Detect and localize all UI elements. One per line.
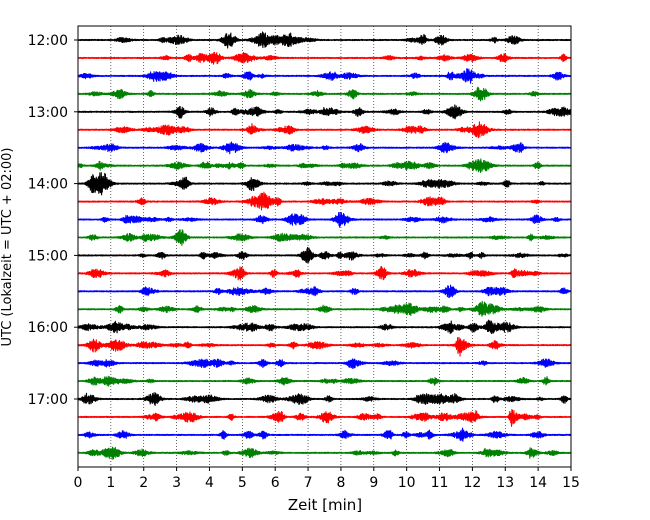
- trace-line: [77, 284, 572, 299]
- x-tick-label: 9: [369, 475, 378, 491]
- trace-line: [77, 358, 572, 369]
- y-tick-label: 13:00: [28, 105, 68, 121]
- x-tick-label: 3: [172, 475, 181, 491]
- x-tick-label: 4: [205, 475, 214, 491]
- trace-line: [77, 336, 572, 357]
- y-axis-ticks: 12:00 13:00 14:00 15:00 16:00 17:00: [28, 33, 78, 408]
- trace-line: [77, 375, 572, 387]
- x-tick-label: 13: [496, 475, 514, 491]
- trace-line: [77, 141, 572, 155]
- x-tick-label: 11: [431, 475, 449, 491]
- trace-line: [77, 104, 572, 120]
- x-axis-ticks: 0 1 2 3 4 5 6 7 8 9 10 11 12 13 14 15: [74, 467, 580, 491]
- trace-line: [77, 86, 572, 102]
- plot-frame: [77, 25, 572, 468]
- trace-line: [77, 446, 572, 460]
- trace-line: [77, 300, 572, 317]
- y-tick-label: 15:00: [28, 248, 68, 264]
- trace-line: [77, 427, 572, 442]
- y-tick-label: 14:00: [28, 177, 68, 193]
- trace-line: [77, 68, 572, 84]
- trace-line: [77, 265, 572, 281]
- y-tick-label: 12:00: [28, 33, 68, 49]
- x-tick-label: 7: [304, 475, 313, 491]
- trace-line: [77, 229, 572, 247]
- y-axis-label: UTC (Lokalzeit = UTC + 02:00): [0, 148, 15, 347]
- x-tick-label: 0: [74, 475, 83, 491]
- x-tick-label: 15: [562, 475, 580, 491]
- trace-line: [77, 392, 572, 407]
- trace-line: [77, 51, 572, 65]
- x-tick-label: 8: [336, 475, 345, 491]
- trace-line: [77, 408, 572, 427]
- seismogram-traces: [77, 31, 572, 460]
- trace-line: [77, 246, 572, 264]
- trace-line: [77, 211, 572, 228]
- trace-line: [77, 31, 572, 49]
- trace-line: [77, 171, 572, 196]
- x-tick-label: 2: [139, 475, 148, 491]
- x-tick-label: 12: [463, 475, 481, 491]
- x-tick-label: 1: [106, 475, 115, 491]
- x-tick-label: 14: [529, 475, 547, 491]
- x-tick-label: 10: [398, 475, 416, 491]
- x-tick-label: 6: [271, 475, 280, 491]
- trace-line: [77, 158, 572, 173]
- x-axis-label: Zeit [min]: [288, 496, 362, 514]
- x-tick-label: 5: [238, 475, 247, 491]
- trace-line: [77, 191, 572, 211]
- trace-line: [77, 319, 572, 335]
- trace-line: [77, 121, 572, 139]
- y-tick-label: 17:00: [28, 392, 68, 408]
- y-tick-label: 16:00: [28, 320, 68, 336]
